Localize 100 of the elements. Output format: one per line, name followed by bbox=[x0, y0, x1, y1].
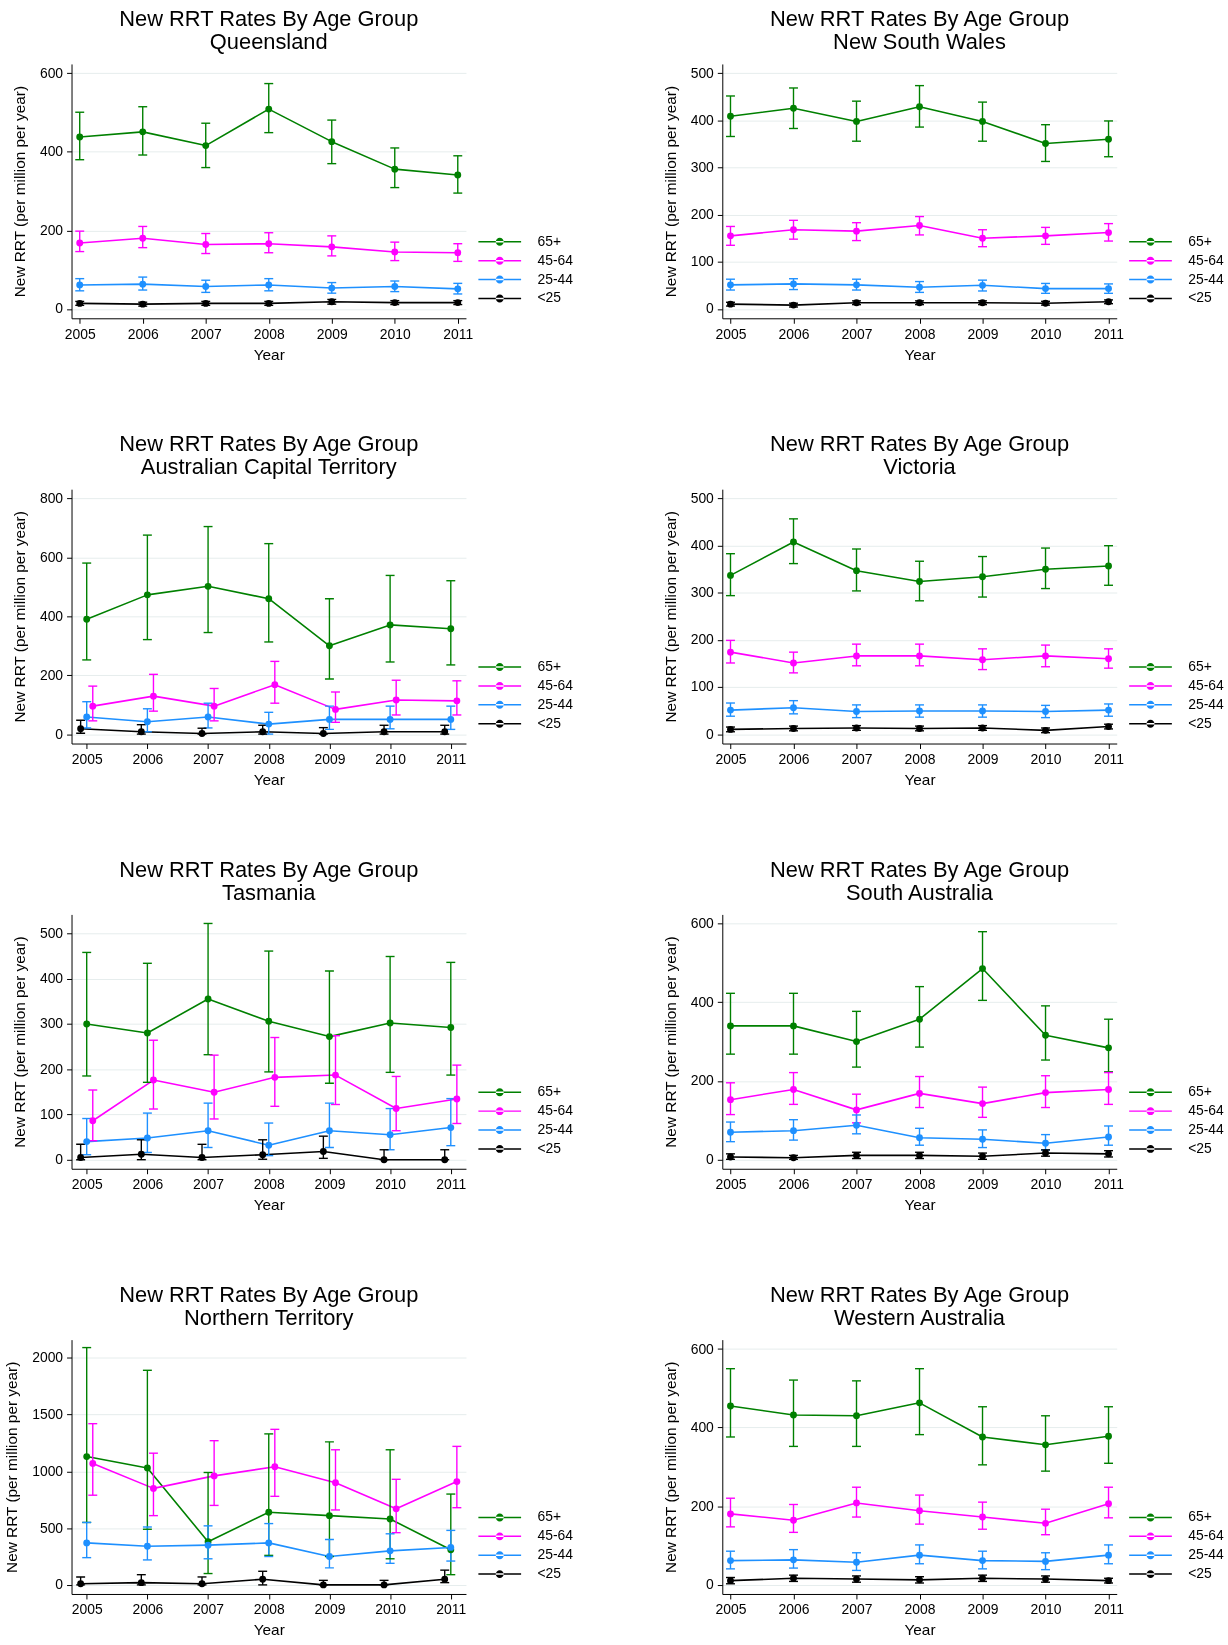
y-tick-label: 400 bbox=[690, 537, 715, 554]
y-tick-label: 600 bbox=[39, 548, 64, 565]
x-tick-label: 2006 bbox=[132, 750, 164, 767]
legend-label: 25-44 bbox=[1188, 270, 1225, 287]
x-tick-label: 2005 bbox=[715, 750, 747, 767]
y-axis-title: New RRT (per million per year) bbox=[10, 85, 28, 298]
legend-label: 45-64 bbox=[1188, 251, 1225, 268]
x-tick-label: 2011 bbox=[1094, 1601, 1125, 1618]
legend-label: 25-44 bbox=[1188, 1546, 1225, 1563]
legend-label: 25-44 bbox=[1188, 1120, 1225, 1137]
x-tick-label: 2009 bbox=[314, 1601, 346, 1618]
legend-label: 45-64 bbox=[537, 676, 574, 693]
y-tick-label: 0 bbox=[706, 1150, 715, 1167]
x-tick-label: 2006 bbox=[132, 1176, 164, 1193]
x-tick-label: 2011 bbox=[436, 1601, 467, 1618]
x-tick-label: 2009 bbox=[314, 1176, 346, 1193]
y-tick-label: 600 bbox=[690, 915, 715, 932]
x-tick-label: 2008 bbox=[253, 1176, 285, 1193]
x-tick-label: 2011 bbox=[436, 1176, 467, 1193]
x-tick-label: 2011 bbox=[436, 750, 467, 767]
legend-label: 65+ bbox=[1188, 1083, 1212, 1100]
x-axis-title: Year bbox=[253, 345, 285, 363]
y-tick-label: 0 bbox=[55, 300, 64, 317]
x-tick-label: 2010 bbox=[375, 1176, 407, 1193]
y-tick-label: 500 bbox=[690, 490, 715, 507]
x-axis-title: Year bbox=[904, 770, 936, 788]
x-tick-label: 2007 bbox=[193, 1176, 225, 1193]
legend-label: 65+ bbox=[1188, 1508, 1212, 1525]
y-tick-label: 800 bbox=[39, 490, 64, 507]
y-tick-label: 200 bbox=[690, 1072, 715, 1089]
legend-label: 45-64 bbox=[1188, 676, 1225, 693]
legend-label: <25 bbox=[537, 289, 562, 306]
y-tick-label: 0 bbox=[55, 1151, 64, 1168]
x-tick-label: 2011 bbox=[1094, 325, 1125, 342]
x-tick-label: 2011 bbox=[1094, 750, 1125, 767]
x-tick-label: 2007 bbox=[841, 1176, 873, 1193]
x-tick-label: 2010 bbox=[375, 750, 407, 767]
y-tick-label: 300 bbox=[690, 584, 715, 601]
y-tick-label: 200 bbox=[39, 666, 64, 683]
y-tick-label: 200 bbox=[39, 1060, 64, 1077]
legend-label: <25 bbox=[537, 714, 562, 731]
legend-label: <25 bbox=[537, 1565, 562, 1582]
y-tick-label: 0 bbox=[706, 725, 715, 742]
chart-title: New RRT Rates By Age Group bbox=[119, 6, 419, 32]
y-tick-label: 400 bbox=[39, 607, 64, 624]
x-tick-label: 2010 bbox=[375, 1601, 407, 1618]
y-tick-label: 400 bbox=[39, 143, 64, 160]
legend-label: 45-64 bbox=[537, 251, 574, 268]
x-tick-label: 2005 bbox=[71, 1176, 103, 1193]
y-tick-label: 200 bbox=[39, 221, 64, 238]
legend-label: 65+ bbox=[537, 232, 562, 249]
y-tick-label: 100 bbox=[39, 1105, 64, 1122]
y-tick-label: 200 bbox=[690, 1497, 715, 1514]
x-tick-label: 2011 bbox=[443, 325, 474, 342]
x-tick-label: 2005 bbox=[64, 325, 96, 342]
x-tick-label: 2009 bbox=[967, 1176, 999, 1193]
y-tick-label: 400 bbox=[690, 993, 715, 1010]
x-tick-label: 2010 bbox=[1030, 1601, 1062, 1618]
y-tick-label: 1000 bbox=[32, 1462, 64, 1479]
legend-label: 65+ bbox=[537, 658, 562, 674]
chart-title: New RRT Rates By Age Group bbox=[769, 431, 1070, 457]
x-tick-label: 2009 bbox=[316, 325, 348, 342]
y-tick-label: 500 bbox=[690, 64, 715, 81]
x-tick-label: 2007 bbox=[841, 750, 873, 767]
x-tick-label: 2005 bbox=[715, 1601, 747, 1618]
y-tick-label: 0 bbox=[55, 1576, 64, 1593]
y-tick-label: 500 bbox=[39, 924, 64, 941]
x-axis-title: Year bbox=[253, 1621, 285, 1639]
x-tick-label: 2008 bbox=[253, 750, 285, 767]
x-axis-title: Year bbox=[253, 1195, 285, 1213]
x-tick-label: 2007 bbox=[190, 325, 222, 342]
y-tick-label: 600 bbox=[39, 64, 64, 81]
chart-title: New RRT Rates By Age Group bbox=[769, 1281, 1070, 1307]
legend-label: 65+ bbox=[1188, 658, 1212, 674]
chart-title: New RRT Rates By Age Group bbox=[119, 431, 419, 457]
y-tick-label: 300 bbox=[690, 159, 715, 176]
x-tick-label: 2005 bbox=[71, 1601, 103, 1618]
x-tick-label: 2009 bbox=[314, 750, 346, 767]
legend-label: <25 bbox=[1188, 714, 1213, 731]
x-tick-label: 2006 bbox=[132, 1601, 164, 1618]
legend-label: 65+ bbox=[537, 1508, 562, 1525]
x-tick-label: 2006 bbox=[778, 1176, 810, 1193]
x-tick-label: 2010 bbox=[1030, 1176, 1062, 1193]
x-tick-label: 2008 bbox=[904, 1176, 936, 1193]
legend-label: 25-44 bbox=[1188, 695, 1225, 712]
y-tick-label: 100 bbox=[690, 253, 715, 270]
x-tick-label: 2006 bbox=[778, 750, 810, 767]
legend-label: 45-64 bbox=[537, 1102, 574, 1119]
y-tick-label: 2000 bbox=[32, 1349, 64, 1366]
y-tick-label: 100 bbox=[690, 678, 715, 695]
y-axis-title: New RRT (per million per year) bbox=[661, 511, 679, 723]
x-tick-label: 2007 bbox=[841, 1601, 873, 1618]
x-tick-label: 2006 bbox=[127, 325, 159, 342]
y-tick-label: 200 bbox=[690, 631, 715, 648]
x-tick-label: 2005 bbox=[715, 1176, 747, 1193]
x-axis-title: Year bbox=[904, 345, 936, 363]
y-tick-label: 500 bbox=[39, 1519, 64, 1536]
y-tick-label: 600 bbox=[690, 1340, 715, 1357]
y-tick-label: 0 bbox=[706, 1576, 715, 1593]
y-axis-title: New RRT (per million per year) bbox=[3, 1361, 21, 1573]
